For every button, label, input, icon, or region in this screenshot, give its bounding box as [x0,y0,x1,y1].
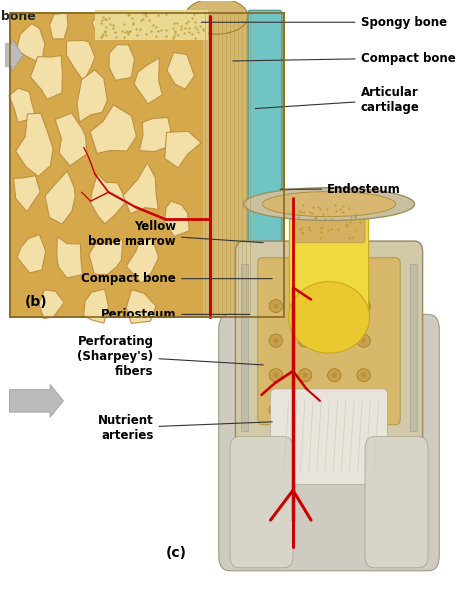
Text: Periosteum: Periosteum [100,308,250,321]
FancyBboxPatch shape [293,198,365,243]
Ellipse shape [328,334,341,347]
Bar [241,264,248,431]
Bar [410,264,417,431]
Polygon shape [9,88,36,123]
Polygon shape [30,56,63,99]
FancyBboxPatch shape [248,10,282,320]
Ellipse shape [273,304,278,308]
Polygon shape [50,13,68,39]
FancyBboxPatch shape [258,258,400,425]
Ellipse shape [185,0,248,34]
Text: (c): (c) [165,546,187,560]
Ellipse shape [273,338,278,343]
Ellipse shape [332,407,337,412]
Polygon shape [14,176,40,212]
Ellipse shape [269,403,283,416]
Ellipse shape [289,282,370,353]
Polygon shape [39,290,64,319]
Ellipse shape [303,407,307,412]
Polygon shape [167,53,194,89]
Ellipse shape [357,368,370,382]
Ellipse shape [303,373,307,377]
Ellipse shape [262,192,396,217]
Ellipse shape [269,300,283,313]
Text: Articular
cartilage: Articular cartilage [255,86,419,114]
Text: Endosteum: Endosteum [280,183,401,196]
Bar [9,13,284,317]
Ellipse shape [332,304,337,308]
Ellipse shape [303,304,307,308]
Polygon shape [16,113,53,177]
FancyArrow shape [9,385,64,418]
Polygon shape [89,240,123,274]
Polygon shape [66,40,95,81]
Bar [95,10,208,40]
Polygon shape [83,289,109,323]
Ellipse shape [273,373,278,377]
Text: (b): (b) [25,295,48,310]
Polygon shape [17,23,45,63]
Polygon shape [55,113,87,166]
Text: Perforating
(Sharpey's)
fibers: Perforating (Sharpey's) fibers [77,335,263,377]
FancyBboxPatch shape [219,314,439,571]
Text: Compact bone: Compact bone [81,272,272,285]
Bar [9,13,284,317]
Polygon shape [90,105,137,153]
Ellipse shape [361,338,366,343]
Polygon shape [91,174,126,224]
Bar [203,13,253,317]
Polygon shape [92,14,115,40]
Ellipse shape [361,304,366,308]
FancyBboxPatch shape [271,389,388,485]
Polygon shape [77,70,108,122]
Ellipse shape [361,373,366,377]
Polygon shape [165,131,201,168]
Polygon shape [109,44,135,80]
Ellipse shape [298,334,312,347]
Polygon shape [165,201,189,237]
Ellipse shape [332,373,337,377]
Ellipse shape [298,403,312,416]
Ellipse shape [269,334,283,347]
Text: Compact bone: Compact bone [233,52,455,65]
Text: Spongy bone: Spongy bone [201,16,447,29]
Text: Yellow
bone marrow: Yellow bone marrow [89,220,263,248]
Polygon shape [45,171,75,224]
Ellipse shape [244,187,414,220]
Ellipse shape [269,368,283,382]
Ellipse shape [298,368,312,382]
Text: bone: bone [0,10,35,23]
Polygon shape [57,237,82,278]
Ellipse shape [328,300,341,313]
Ellipse shape [357,403,370,416]
Polygon shape [17,234,46,273]
Ellipse shape [328,368,341,382]
Ellipse shape [328,403,341,416]
Ellipse shape [357,300,370,313]
Ellipse shape [357,334,370,347]
Polygon shape [123,163,158,214]
Ellipse shape [273,407,278,412]
FancyArrow shape [0,39,23,71]
FancyBboxPatch shape [290,211,369,310]
Polygon shape [126,238,159,283]
Ellipse shape [298,300,312,313]
Polygon shape [134,58,162,104]
FancyBboxPatch shape [236,241,423,447]
Text: Nutrient
arteries: Nutrient arteries [98,414,272,441]
Polygon shape [139,117,171,152]
Ellipse shape [361,407,366,412]
Ellipse shape [303,338,307,343]
Ellipse shape [332,338,337,343]
FancyBboxPatch shape [365,437,428,568]
FancyBboxPatch shape [230,437,293,568]
Polygon shape [126,289,156,323]
